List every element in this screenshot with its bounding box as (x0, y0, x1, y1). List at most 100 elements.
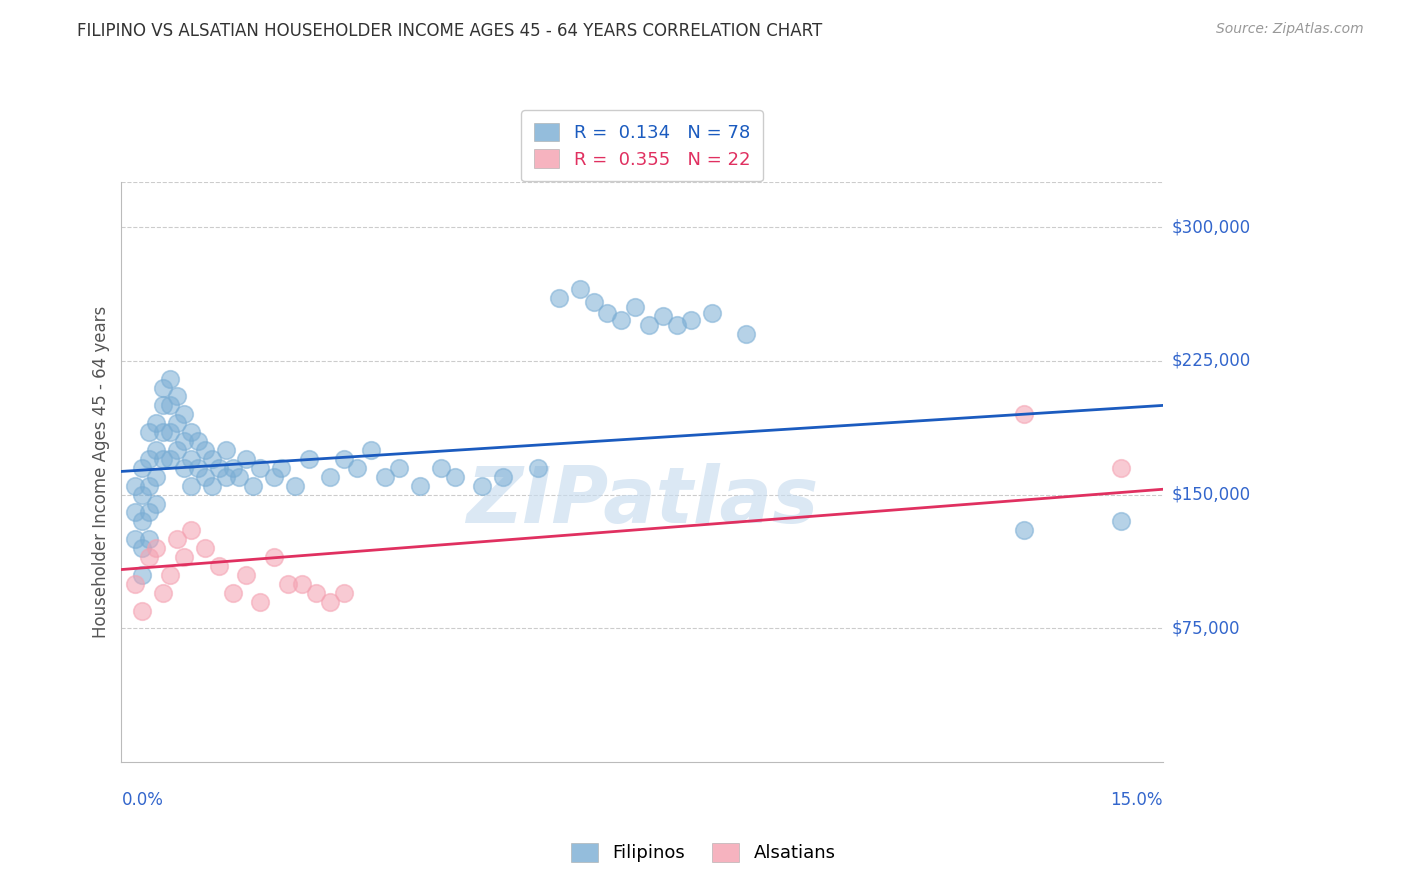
Point (166, 533, 188, 547)
Point (124, 479, 146, 493)
Point (124, 533, 146, 547)
Point (1109, 460, 1132, 475)
Point (187, 434, 209, 448)
Point (152, 425, 174, 439)
Point (582, 294, 605, 309)
Point (152, 586, 174, 600)
Point (596, 305, 619, 319)
Point (138, 451, 160, 466)
Point (1012, 407, 1035, 421)
Point (665, 318, 688, 332)
Y-axis label: Householder Income Ages 45 - 64 years: Householder Income Ages 45 - 64 years (93, 306, 110, 639)
Point (298, 451, 321, 466)
Point (547, 291, 569, 305)
Point (152, 451, 174, 466)
Point (180, 479, 202, 493)
Point (124, 577, 146, 591)
Point (159, 398, 181, 412)
Text: 0.0%: 0.0% (121, 791, 163, 809)
Point (201, 451, 224, 466)
Point (138, 425, 160, 439)
Text: ZIPatlas: ZIPatlas (465, 463, 818, 540)
Point (305, 586, 328, 600)
Point (173, 460, 195, 475)
Point (319, 469, 342, 483)
Point (319, 595, 342, 609)
Point (208, 559, 231, 574)
Point (180, 524, 202, 538)
Point (159, 568, 181, 582)
Point (166, 416, 188, 430)
Point (277, 577, 299, 591)
Point (208, 460, 231, 475)
Point (194, 541, 217, 556)
Point (201, 479, 224, 493)
Point (270, 460, 292, 475)
Point (346, 460, 368, 475)
Point (242, 479, 264, 493)
Point (1012, 524, 1035, 538)
Point (180, 425, 202, 439)
Text: $150,000: $150,000 (1171, 485, 1250, 504)
Point (291, 577, 314, 591)
Point (131, 568, 153, 582)
Point (145, 469, 167, 483)
Point (131, 488, 153, 502)
Point (652, 309, 675, 323)
Point (138, 533, 160, 547)
Point (263, 469, 285, 483)
Point (187, 460, 209, 475)
Text: 15.0%: 15.0% (1111, 791, 1163, 809)
Point (492, 469, 515, 483)
Point (131, 515, 153, 529)
Point (159, 425, 181, 439)
Point (249, 460, 271, 475)
Point (679, 312, 702, 326)
Point (235, 451, 257, 466)
Point (409, 479, 432, 493)
Point (700, 305, 723, 319)
Point (735, 326, 758, 341)
Point (228, 469, 250, 483)
Point (527, 460, 550, 475)
Point (131, 460, 153, 475)
Point (180, 451, 202, 466)
Text: Source: ZipAtlas.com: Source: ZipAtlas.com (1216, 22, 1364, 37)
Point (145, 442, 167, 457)
Point (145, 497, 167, 511)
Point (152, 380, 174, 394)
Point (221, 586, 243, 600)
Point (138, 550, 160, 565)
Point (131, 541, 153, 556)
Text: FILIPINO VS ALSATIAN HOUSEHOLDER INCOME AGES 45 - 64 YEARS CORRELATION CHART: FILIPINO VS ALSATIAN HOUSEHOLDER INCOME … (77, 22, 823, 40)
Point (332, 451, 354, 466)
Point (138, 479, 160, 493)
Point (166, 389, 188, 403)
Legend: R =  0.134   N = 78, R =  0.355   N = 22: R = 0.134 N = 78, R = 0.355 N = 22 (522, 111, 763, 181)
Point (138, 506, 160, 520)
Legend: Filipinos, Alsatians: Filipinos, Alsatians (564, 836, 842, 870)
Point (214, 442, 236, 457)
Point (194, 442, 217, 457)
Point (173, 434, 195, 448)
Point (610, 312, 633, 326)
Point (173, 407, 195, 421)
Point (388, 460, 411, 475)
Point (249, 595, 271, 609)
Point (568, 282, 591, 296)
Point (235, 568, 257, 582)
Point (194, 469, 217, 483)
Point (221, 460, 243, 475)
Text: $75,000: $75,000 (1171, 619, 1240, 638)
Point (145, 541, 167, 556)
Text: $225,000: $225,000 (1171, 351, 1250, 370)
Point (374, 469, 396, 483)
Point (124, 506, 146, 520)
Point (166, 442, 188, 457)
Point (152, 398, 174, 412)
Point (624, 300, 647, 314)
Point (263, 550, 285, 565)
Point (145, 416, 167, 430)
Point (159, 451, 181, 466)
Point (284, 479, 307, 493)
